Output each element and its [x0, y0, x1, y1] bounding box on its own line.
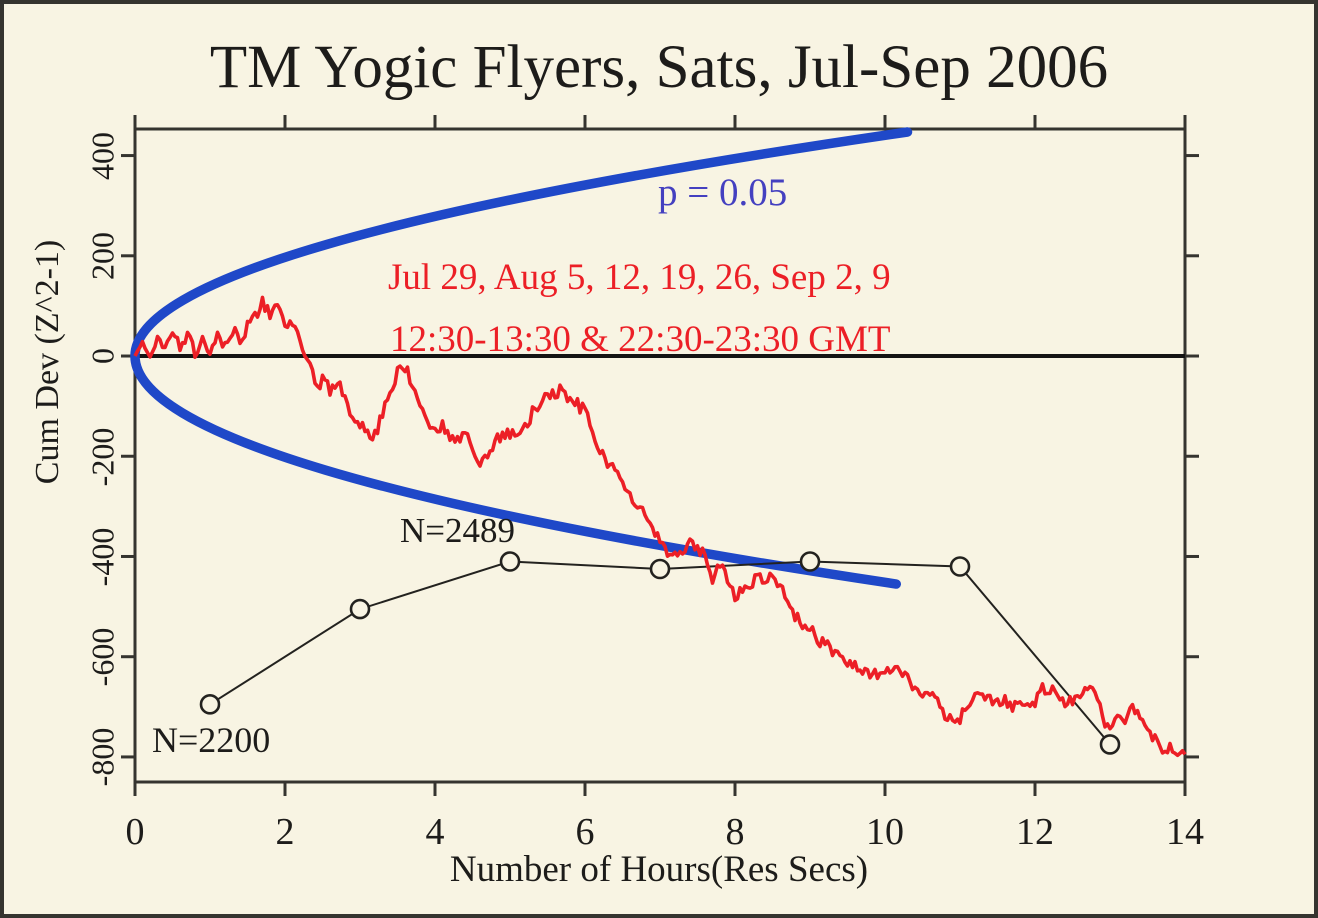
n-series-marker [199, 694, 221, 715]
red-series-line [133, 295, 1187, 758]
y-tick-label: -400 [84, 527, 121, 587]
chart-title: TM Yogic Flyers, Sats, Jul-Sep 2006 [209, 34, 1109, 101]
y-tick-label: -800 [84, 727, 121, 787]
envelope-upper-branch [130, 127, 913, 361]
p-value-annotation: p = 0.05 [658, 171, 788, 214]
n-count-high-label: N=2489 [400, 511, 516, 550]
x-tick-label: 6 [575, 811, 595, 853]
n-series-marker [499, 551, 521, 572]
n-series-line [209, 560, 1111, 746]
n-series-marker [649, 558, 671, 580]
y-tick-label: -200 [84, 427, 121, 487]
x-tick-label: 14 [1166, 811, 1204, 853]
y-axis-label: Cum Dev (Z^2-1) [29, 239, 66, 485]
x-tick-label: 10 [866, 811, 904, 853]
x-tick-label: 4 [425, 811, 445, 853]
n-series-marker [349, 598, 371, 620]
n-series-marker [1099, 734, 1121, 755]
y-tick-label: 200 [84, 232, 121, 280]
y-tick-label: 400 [84, 132, 121, 180]
x-tick-label: 0 [125, 811, 145, 853]
n-count-low-label: N=2200 [152, 720, 271, 760]
session-dates-annotation: Jul 29, Aug 5, 12, 19, 26, Sep 2, 9 [388, 257, 891, 298]
x-tick-label: 8 [725, 811, 745, 853]
y-tick-label: -600 [84, 627, 121, 687]
n-series-marker [949, 556, 971, 577]
x-tick-label: 12 [1016, 811, 1054, 853]
envelope-lower-branch [130, 351, 901, 589]
session-times-annotation: 12:30-13:30 & 22:30-23:30 GMT [390, 319, 891, 360]
n-series-marker [799, 551, 821, 572]
y-tick-label: 0 [84, 348, 121, 364]
x-axis-label: Number of Hours(Res Secs) [449, 849, 869, 890]
x-tick-label: 2 [275, 811, 295, 853]
